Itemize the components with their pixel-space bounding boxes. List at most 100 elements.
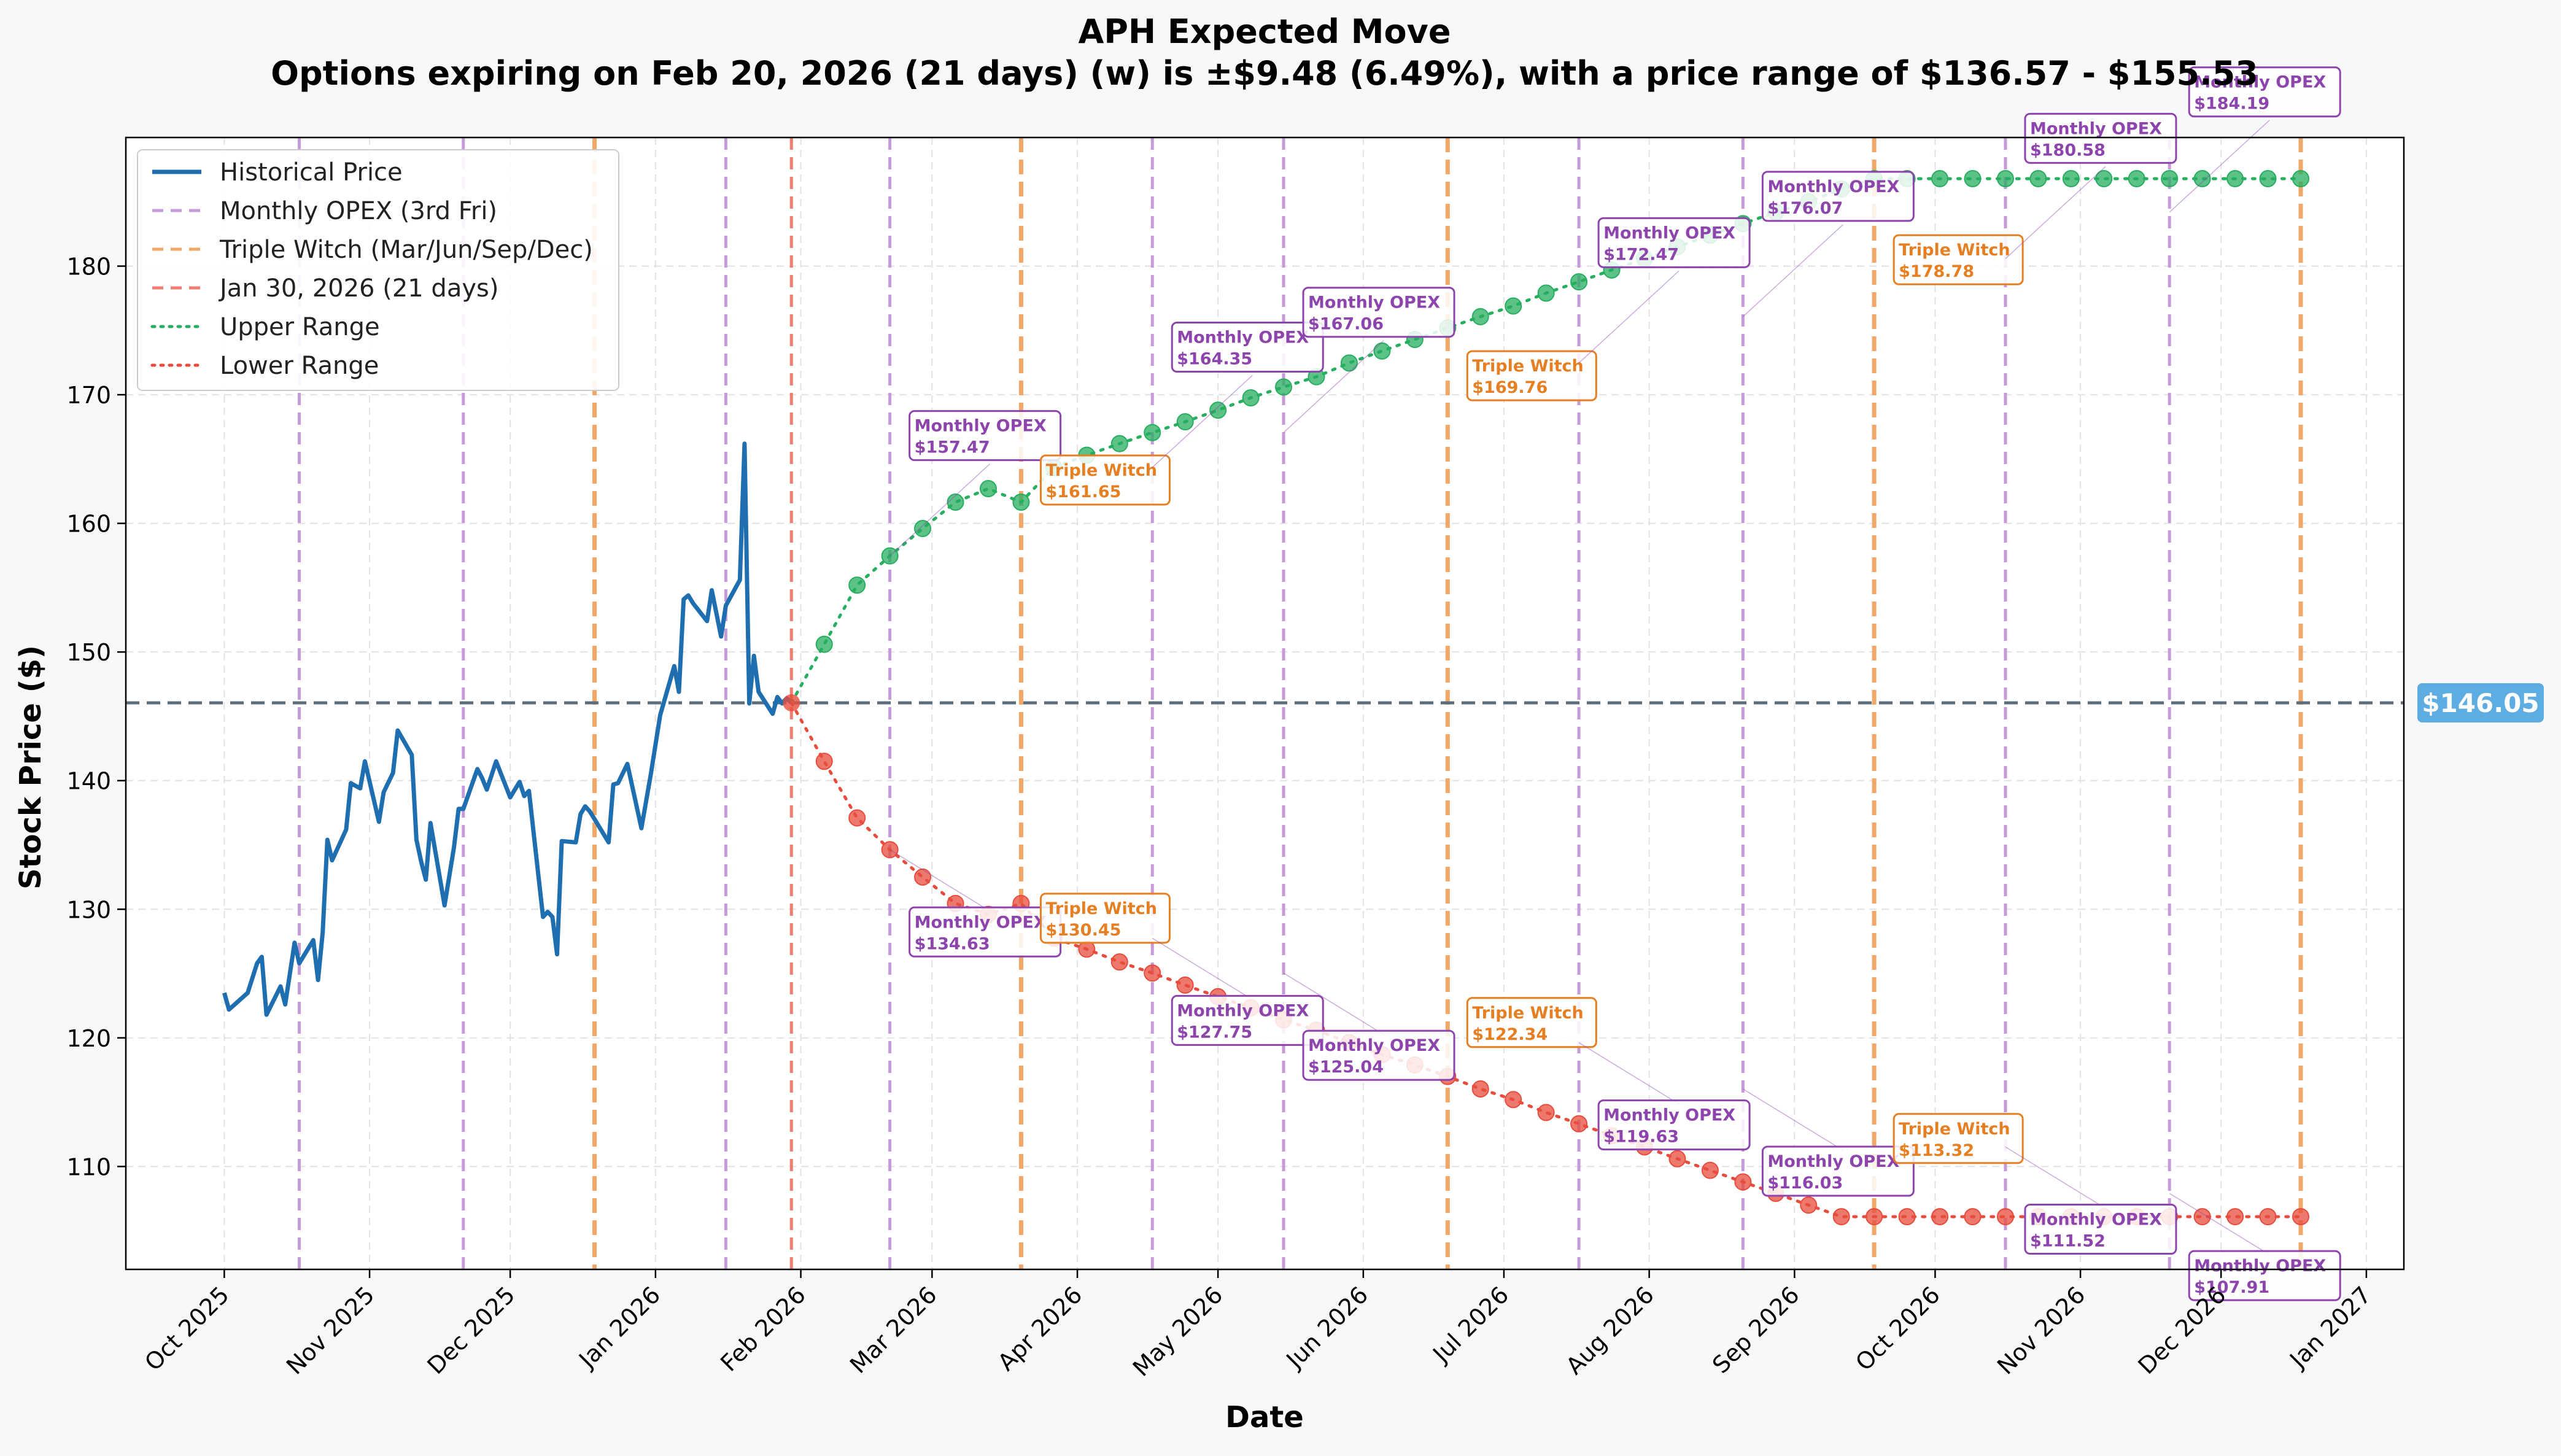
upper-range-point [1275, 378, 1293, 396]
x-axis-label: Date [1225, 1400, 1304, 1435]
annotation-value: $130.45 [1045, 921, 1121, 940]
annotation-box [1302, 287, 1455, 338]
annotation-connector [1283, 340, 1384, 433]
annotation-box [909, 410, 1062, 462]
annotation-title: Monthly OPEX [915, 417, 1047, 436]
lower-range-point [1471, 1080, 1489, 1098]
legend-label: Jan 30, 2026 (21 days) [218, 274, 498, 303]
upper-range-point [1110, 435, 1128, 452]
annotation-connector [2005, 166, 2106, 259]
annotation-title: Monthly OPEX [2194, 1257, 2326, 1276]
lower-range-point [881, 841, 899, 859]
annotation-title: Monthly OPEX [1308, 293, 1440, 312]
annotation-box [1171, 994, 1324, 1046]
annotation-opex-lower: Monthly OPEX $127.75 [1152, 937, 1324, 1046]
annotation-connector [2005, 1146, 2106, 1209]
lower-range-point [1931, 1208, 1949, 1226]
upper-range-point [1209, 401, 1227, 419]
annotation-value: $111.52 [2030, 1232, 2106, 1251]
upper-range-point [2128, 170, 2145, 188]
annotation-value: $180.58 [2030, 141, 2106, 160]
lower-range-point [2226, 1208, 2244, 1226]
lower-range-point [2292, 1208, 2310, 1226]
legend-label: Monthly OPEX (3rd Fri) [220, 197, 497, 225]
annotation-opex-lower: Monthly OPEX $111.52 [2005, 1146, 2177, 1255]
lower-range-point [815, 753, 833, 770]
legend-label: Upper Range [220, 313, 380, 341]
lower-range-point [1734, 1173, 1752, 1191]
annotation-connector [1578, 270, 1680, 363]
annotation-connector [1283, 972, 1384, 1035]
lower-range-point [1866, 1208, 1883, 1226]
legend: Historical Price Monthly OPEX (3rd Fri) Tr… [137, 149, 619, 391]
annotation-triple-lower: Triple Witch $122.34 [1466, 997, 1597, 1048]
annotation-opex-lower: Monthly OPEX $134.63 [889, 849, 1062, 958]
annotation-value: $134.63 [915, 934, 990, 953]
upper-range-point [1996, 170, 2014, 188]
annotation-value: $113.32 [1899, 1141, 1974, 1160]
upper-range-point [1373, 342, 1391, 360]
upper-range-point [1537, 284, 1555, 302]
annotation-title: Monthly OPEX [1767, 177, 1899, 196]
annotation-title: Triple Witch [1045, 461, 1157, 480]
annotation-box [1466, 997, 1597, 1048]
annotation-value: $107.91 [2194, 1278, 2269, 1297]
annotation-title: Monthly OPEX [1767, 1152, 1899, 1171]
upper-range-point [1964, 170, 1982, 188]
annotation-value: $157.47 [915, 438, 990, 457]
annotation-connector [1152, 937, 1253, 1001]
annotation-triple-upper: Triple Witch $178.78 [1893, 234, 2024, 285]
annotation-box [1761, 171, 1915, 222]
annotation-opex-upper: Monthly OPEX $176.07 [1742, 171, 1915, 317]
historical-price-line [222, 441, 793, 1017]
annotation-opex-upper: Monthly OPEX $184.19 [2169, 66, 2341, 213]
lower-range-point [1570, 1115, 1588, 1133]
annotation-value: $125.04 [1308, 1058, 1384, 1077]
upper-range-point [947, 494, 964, 511]
y-tick-label: 110 [66, 1153, 111, 1180]
annotation-value: $184.19 [2194, 95, 2269, 114]
annotation-box [1761, 1145, 1915, 1197]
upper-range-point [1570, 273, 1588, 291]
annotation-box [1597, 217, 1751, 268]
lower-range-point [1996, 1208, 2014, 1226]
upper-range-point [1471, 308, 1489, 325]
annotation-opex-upper: Monthly OPEX $180.58 [2005, 112, 2177, 259]
annotation-title: Monthly OPEX [2030, 1210, 2162, 1229]
annotation-triple-upper: Triple Witch $169.76 [1466, 350, 1597, 401]
upper-range-point [1176, 413, 1194, 431]
y-tick-label: 120 [66, 1025, 111, 1052]
upper-range-point [815, 635, 833, 653]
upper-range-point [979, 480, 997, 498]
annotation-triple-upper: Triple Witch $161.65 [1039, 454, 1171, 506]
annotation-box [2024, 112, 2177, 164]
annotation-connector [1742, 224, 1843, 317]
annotation-triple-lower: Triple Witch $113.32 [1893, 1113, 2024, 1164]
upper-range-point [881, 547, 899, 565]
annotation-title: Monthly OPEX [1603, 1106, 1735, 1125]
current-price-badge-label: $146.05 [2422, 688, 2539, 718]
annotation-box [2024, 1204, 2177, 1255]
annotation-title: Triple Witch [1899, 241, 2010, 260]
annotation-opex-lower: Monthly OPEX $125.04 [1283, 972, 1455, 1081]
upper-range-point [2226, 170, 2244, 188]
y-tick-label: 170 [66, 382, 111, 409]
upper-range-point [1340, 354, 1358, 372]
upper-range-point [2193, 170, 2211, 188]
annotation-triple-lower: Triple Witch $130.45 [1039, 893, 1171, 944]
lower-range-point [1176, 976, 1194, 994]
lower-range-point [1110, 953, 1128, 971]
lower-range-point [1668, 1150, 1686, 1168]
annotation-title: Monthly OPEX [1603, 223, 1735, 242]
lower-range-point [1144, 964, 1161, 982]
annotation-box [2188, 66, 2341, 118]
annotation-box [1893, 234, 2024, 285]
legend-box [137, 149, 619, 391]
lower-range-point [2193, 1208, 2211, 1226]
lower-range-point [2259, 1208, 2277, 1226]
legend-label: Triple Witch (Mar/Jun/Sep/Dec) [219, 236, 593, 264]
annotation-value: $172.47 [1603, 245, 1679, 264]
annotation-value: $164.35 [1177, 349, 1252, 368]
annotation-title: Monthly OPEX [1308, 1036, 1440, 1055]
upper-range-point [848, 576, 866, 594]
